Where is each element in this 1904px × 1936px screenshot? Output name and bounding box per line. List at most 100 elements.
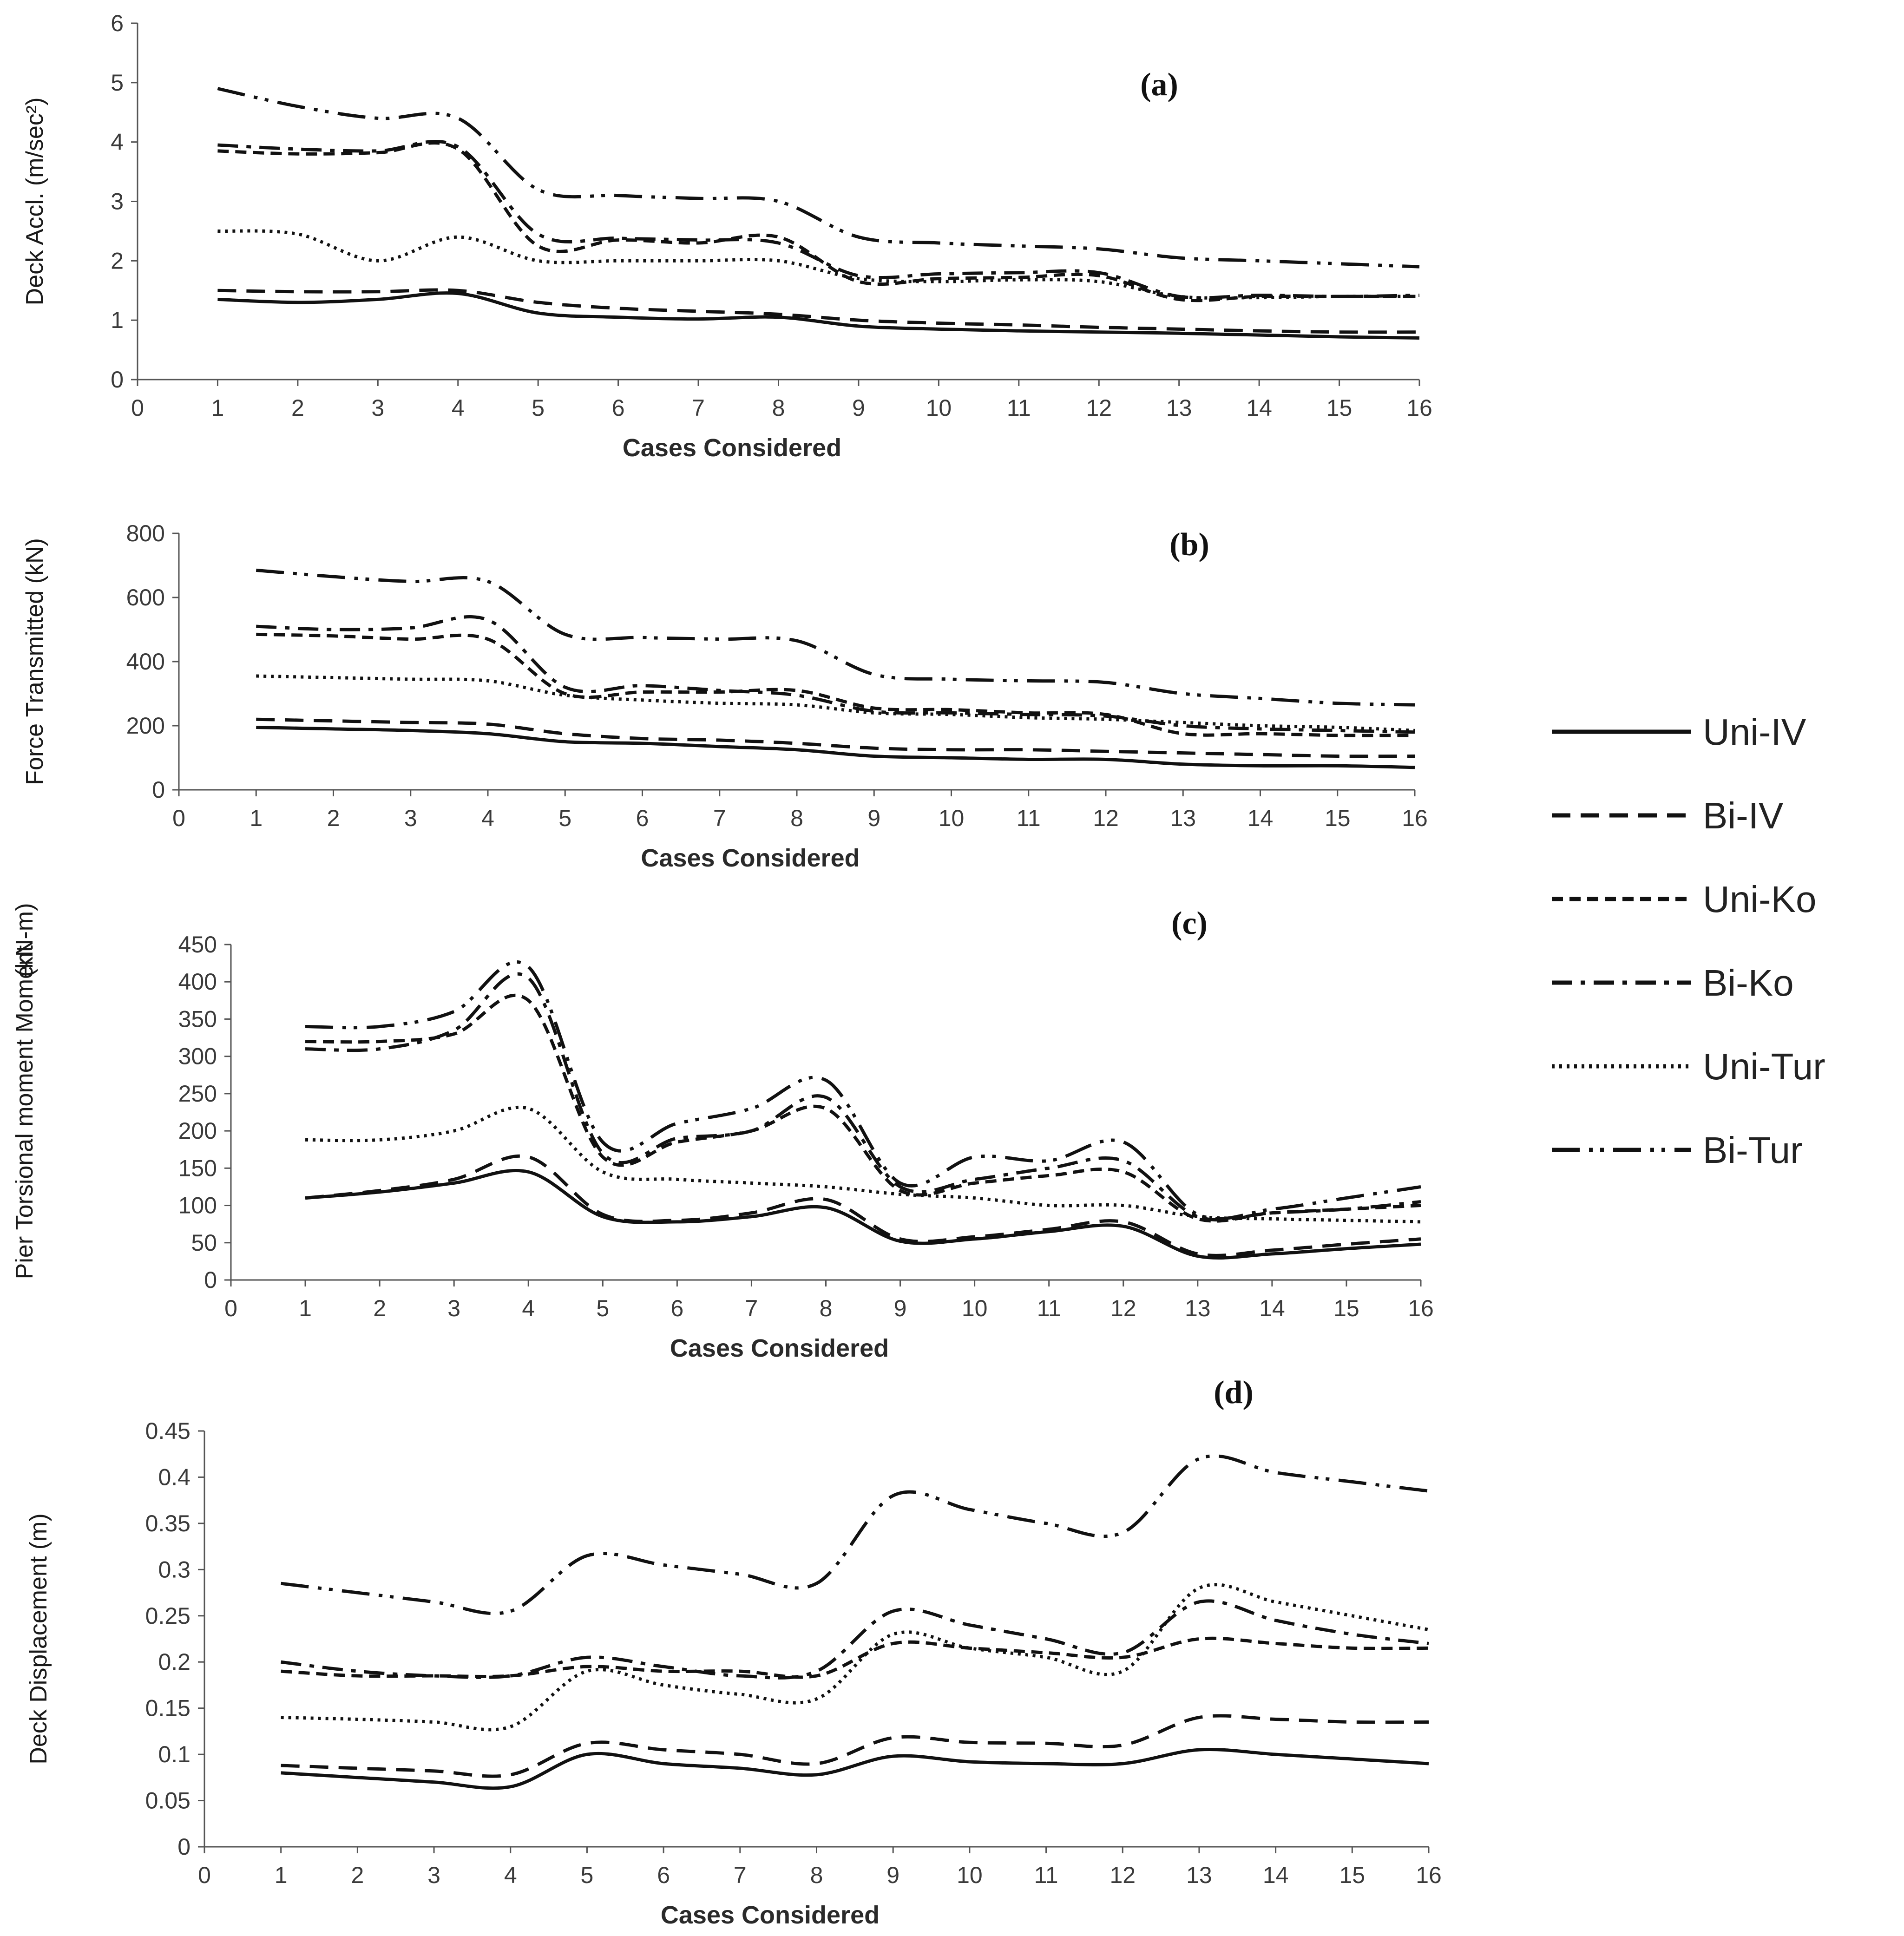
series-line-uni-iv [256,725,1415,769]
x-tick-label: 12 [1110,1295,1136,1321]
x-tick-label: 10 [939,805,965,831]
x-tick-label: 5 [596,1295,609,1321]
series-line-uni-iv [305,1169,1421,1260]
x-tick-label: 1 [299,1295,312,1321]
y-tick-label: 0 [111,367,124,393]
y-tick-label: 3 [111,189,124,215]
x-tick-label: 13 [1166,395,1192,421]
y-tick-label: 4 [111,129,124,155]
y-tick-label: 450 [178,932,217,958]
legend-label: Bi-IV [1703,795,1784,836]
x-tick-label: 14 [1247,805,1274,831]
legend-item: Uni-Tur [1552,1046,1825,1087]
series-line-uni-tur [281,1583,1429,1732]
series-line-bi-ko [305,972,1421,1222]
series-line-bi-tur [256,568,1415,707]
y-tick-label: 0.2 [158,1649,190,1675]
y-tick-label: 800 [126,520,165,546]
x-tick-label: 10 [957,1862,983,1888]
y-tick-label: 350 [178,1006,217,1032]
y-tick-label: 150 [178,1155,217,1181]
x-tick-label: 13 [1186,1862,1212,1888]
y-tick-label: 0.4 [158,1464,190,1490]
y-tick-label: 300 [178,1043,217,1070]
x-tick-label: 5 [532,395,545,421]
y-tick-label: 6 [111,10,124,36]
y-tick-label: 2 [111,248,124,274]
y-tick-label: 50 [191,1230,217,1256]
y-tick-label: 100 [178,1193,217,1219]
series-line-uni-tur [256,674,1415,732]
x-tick-label: 14 [1263,1862,1289,1888]
x-tick-label: 4 [481,805,494,831]
x-tick-label: 15 [1339,1862,1366,1888]
x-axis-label: Cases Considered [641,844,860,872]
x-tick-label: 3 [427,1862,440,1888]
y-tick-label: 0 [177,1834,190,1860]
x-tick-label: 2 [291,395,304,421]
x-tick-label: 14 [1246,395,1272,421]
y-tick-label: 400 [178,969,217,995]
x-tick-label: 8 [790,805,803,831]
x-tick-label: 8 [772,395,785,421]
x-tick-label: 0 [224,1295,237,1321]
x-tick-label: 3 [404,805,417,831]
x-tick-label: 1 [249,805,263,831]
x-tick-label: 11 [1017,805,1041,831]
y-axis-label: Deck Accl. (m/sec²) [21,98,48,306]
x-tick-label: 12 [1086,395,1112,421]
x-tick-label: 11 [1037,1295,1061,1321]
x-tick-label: 7 [745,1295,758,1321]
x-tick-label: 12 [1093,805,1119,831]
y-tick-label: 0.05 [145,1788,190,1814]
x-tick-label: 6 [612,395,625,421]
x-tick-label: 4 [452,395,465,421]
x-tick-label: 6 [636,805,649,831]
x-tick-label: 12 [1110,1862,1136,1888]
x-tick-label: 16 [1416,1862,1442,1888]
series-line-uni-ko [217,141,1419,302]
x-tick-label: 10 [962,1295,988,1321]
panel-label: (c) [1171,906,1208,941]
legend-item: Bi-Tur [1552,1129,1803,1171]
y-tick-label: 0.15 [145,1695,190,1721]
series-line-bi-tur [281,1454,1429,1615]
x-tick-label: 8 [820,1295,833,1321]
series-line-uni-iv [217,291,1420,340]
x-axis-label: Cases Considered [623,434,841,462]
y-tick-label: 200 [178,1118,217,1144]
x-tick-label: 6 [657,1862,670,1888]
x-tick-label: 0 [198,1862,211,1888]
x-tick-label: 15 [1333,1295,1359,1321]
y-tick-label: 0.3 [158,1556,190,1582]
panel-label: (b) [1169,527,1209,563]
x-tick-label: 9 [867,805,880,831]
panel-label: (d) [1214,1375,1254,1411]
x-tick-label: 9 [886,1862,899,1888]
legend-item: Bi-IV [1552,795,1784,836]
x-tick-label: 6 [670,1295,683,1321]
x-tick-label: 0 [172,805,185,831]
series-line-bi-ko [256,615,1415,734]
x-tick-label: 16 [1402,805,1428,831]
y-axis-label: Deck Displacement (m) [25,1513,52,1764]
x-tick-label: 9 [852,395,865,421]
y-tick-label: 200 [126,713,165,739]
x-tick-label: 9 [894,1295,907,1321]
x-tick-label: 1 [211,395,224,421]
legend-label: Uni-IV [1703,711,1806,753]
y-tick-label: 5 [111,70,124,96]
x-tick-label: 7 [734,1862,747,1888]
series-line-uni-tur [217,229,1420,300]
x-tick-label: 2 [327,805,340,831]
y-axis-label: Force Transmitted (kN) [21,538,48,785]
x-tick-label: 3 [447,1295,460,1321]
y-tick-label: 0 [152,777,165,803]
x-tick-label: 5 [581,1862,594,1888]
y-axis-label: Pier Torsional moment Moment [11,945,38,1279]
y-tick-label: 400 [126,649,165,675]
y-tick-label: 0 [204,1267,217,1293]
x-axis-label: Cases Considered [661,1901,880,1929]
x-tick-label: 10 [926,395,952,421]
